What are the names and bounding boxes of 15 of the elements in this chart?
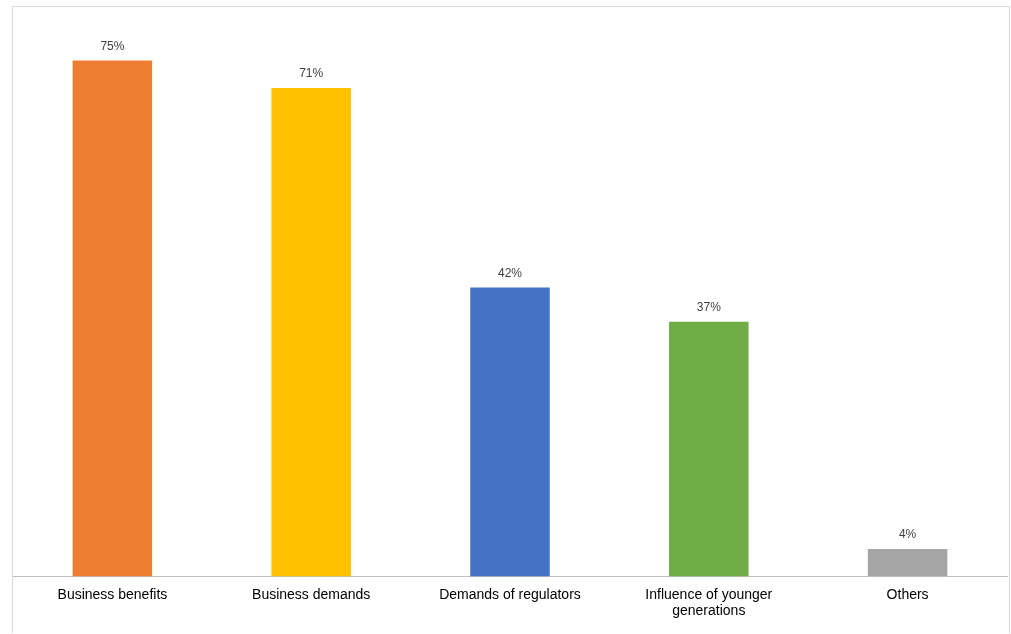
x-tick-label: Business benefits [57,585,168,602]
data-label: 75% [100,38,125,53]
x-tick-label: Demands of regulators [439,585,581,602]
data-label: 4% [898,527,917,542]
bar [470,287,550,577]
data-label: 37% [696,300,722,315]
data-label: 42% [497,265,523,280]
x-tick-label: Influence of younger generations [645,585,773,619]
x-tick-label: Business demands [252,585,371,602]
bar [72,60,153,577]
bar [867,548,948,577]
bar [669,321,749,577]
x-tick-label: Others [886,585,929,602]
data-label: 71% [299,66,324,81]
bar [271,87,351,577]
